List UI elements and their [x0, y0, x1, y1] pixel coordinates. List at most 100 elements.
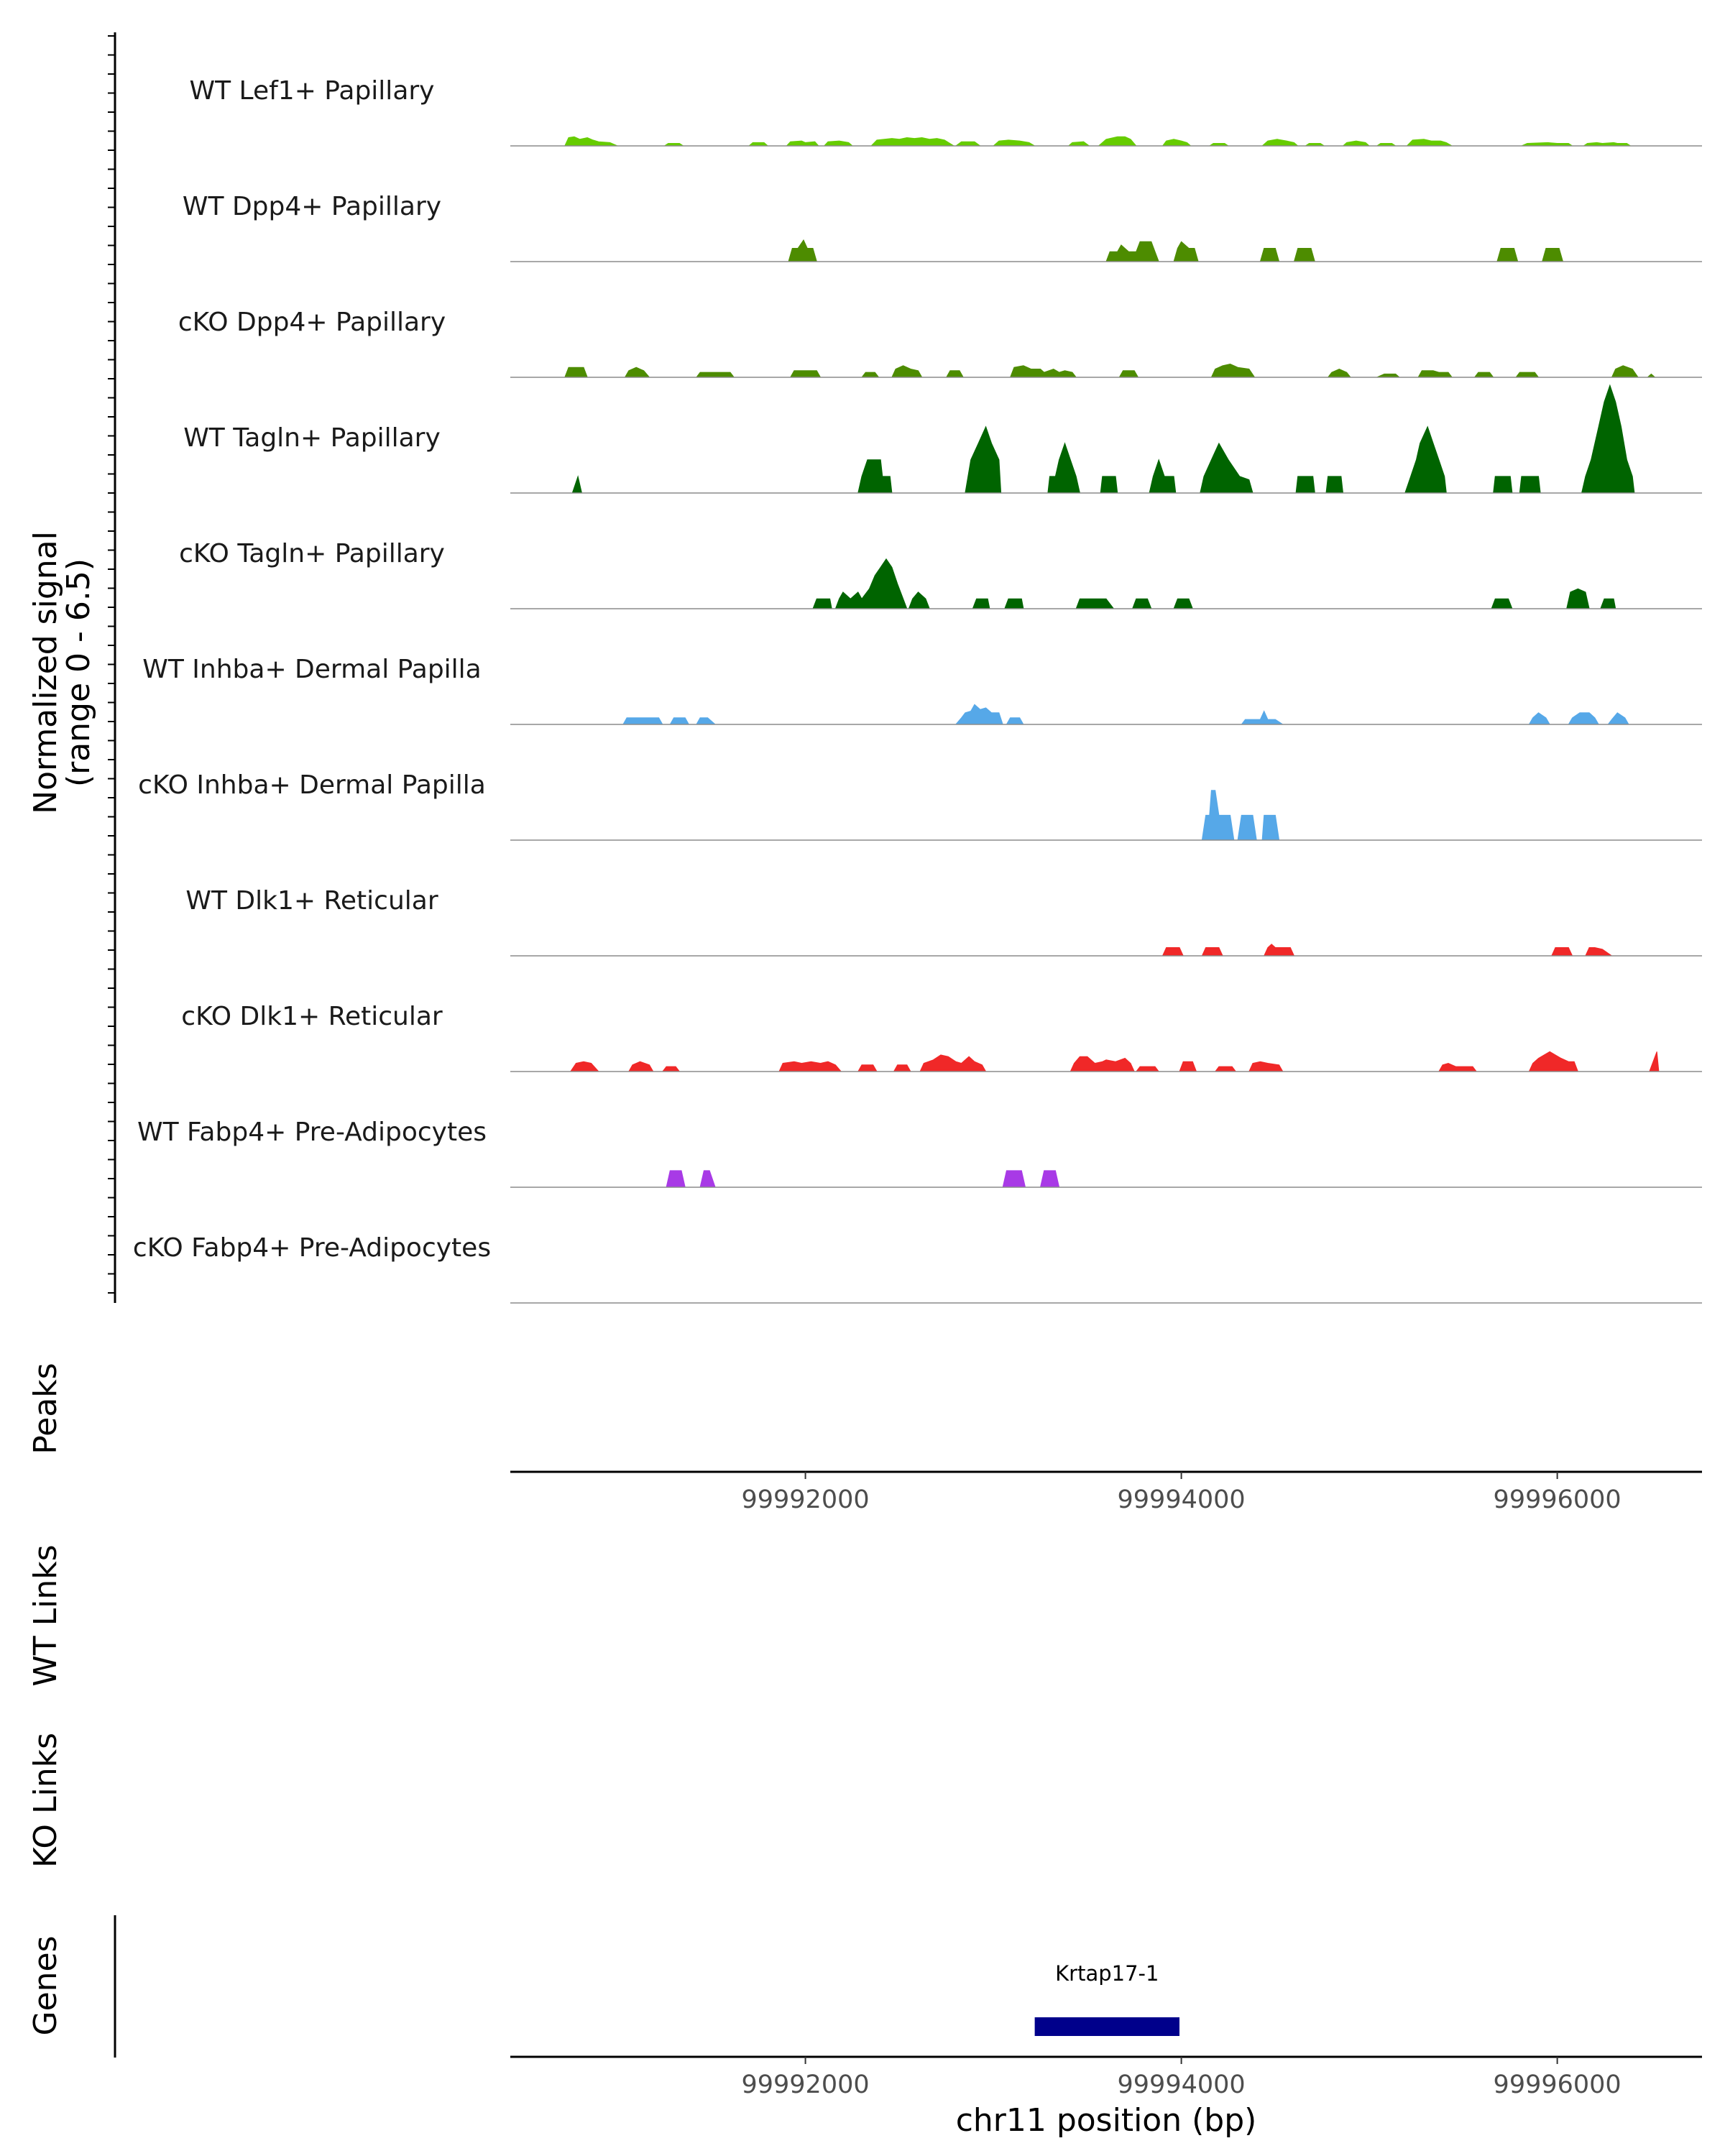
coverage-peak: [1496, 248, 1519, 262]
coverage-peak: [778, 1061, 842, 1072]
coverage-peak: [1118, 370, 1139, 378]
coverage-peak: [569, 1061, 600, 1072]
coverage-peak: [1004, 598, 1024, 609]
coverage-peak: [1173, 241, 1199, 262]
peaks-panel-label: Peaks: [27, 1363, 64, 1454]
coverage-peak: [1473, 372, 1494, 378]
track-label: WT Inhba+ Dermal Papilla: [142, 655, 481, 684]
coverage-peak: [1295, 476, 1315, 494]
coverage-peak: [972, 598, 990, 609]
coverage-peak: [1404, 425, 1447, 494]
x-tick-label: 99992000: [741, 2070, 869, 2099]
coverage-peak: [1214, 1066, 1237, 1072]
coverage-peak: [823, 140, 854, 147]
coverage-peak: [860, 372, 880, 378]
y-axis-range: (range 0 - 6.5): [60, 558, 97, 787]
coverage-peak: [954, 141, 982, 147]
coverage-peak: [919, 1054, 987, 1072]
coverage-peak: [1493, 476, 1513, 494]
coverage-peak: [1261, 139, 1300, 147]
coverage-peak: [564, 136, 618, 147]
coverage-peak: [1582, 142, 1632, 147]
gene-label: Krtap17-1: [1055, 1961, 1159, 1986]
coverage-peak: [1519, 476, 1541, 494]
coverage-peak: [1581, 384, 1635, 494]
coverage-peak: [1006, 717, 1024, 725]
coverage-peak: [1210, 363, 1256, 378]
coverage-peak: [1098, 136, 1137, 147]
coverage-peak: [1067, 141, 1091, 147]
x-tick-label: 99994000: [1118, 1485, 1246, 1514]
coverage-peak: [1491, 598, 1513, 609]
signal-y-axis: [108, 32, 116, 1303]
wt-links-panel-label: WT Links: [27, 1544, 64, 1686]
track-label: WT Dpp4+ Papillary: [183, 192, 441, 221]
coverage-peak: [1515, 372, 1540, 378]
coverage-peak: [1342, 140, 1371, 147]
coverage-peak: [1585, 947, 1614, 957]
coverage-tracks: WT Lef1+ Papillary WT Dpp4+ Papillary cKO …: [133, 76, 1702, 1304]
x-tick-label: 99992000: [741, 1485, 869, 1514]
track-7: WT Dlk1+ Reticular: [185, 886, 1702, 957]
coverage-peak: [669, 717, 690, 725]
coverage-peak: [1237, 814, 1257, 841]
coverage-peak: [624, 367, 650, 378]
coverage-peak: [1173, 598, 1194, 609]
coverage-peak: [1162, 139, 1192, 147]
coverage-peak: [1417, 370, 1453, 378]
coverage-peak: [788, 239, 817, 262]
coverage-peak: [834, 558, 908, 609]
track-0: WT Lef1+ Papillary: [190, 76, 1702, 147]
track-2: cKO Dpp4+ Papillary: [178, 308, 1702, 378]
track-8: cKO Dlk1+ Reticular: [181, 1002, 1702, 1072]
coverage-peak: [1600, 598, 1616, 609]
coverage-peak: [699, 1170, 716, 1188]
coverage-peak: [1179, 1061, 1197, 1072]
coverage-peak: [1528, 712, 1551, 725]
track-label: WT Dlk1+ Reticular: [185, 886, 438, 916]
coverage-peak: [1070, 1056, 1135, 1072]
coverage-peak: [786, 140, 820, 147]
track-6: cKO Inhba+ Dermal Papilla: [138, 770, 1702, 841]
coverage-peak: [945, 370, 965, 378]
track-1: WT Dpp4+ Papillary: [183, 192, 1702, 262]
coverage-peak: [1611, 365, 1639, 378]
coverage-peak: [893, 1064, 911, 1072]
track-10: cKO Fabp4+ Pre-Adipocytes: [133, 1233, 1702, 1304]
track-label: cKO Dlk1+ Reticular: [181, 1002, 443, 1031]
coverage-peak: [1607, 712, 1629, 725]
coverage-peak: [1325, 476, 1344, 494]
coverage-peak: [1135, 1066, 1160, 1072]
coverage-peak: [571, 475, 583, 494]
coverage-peak: [1327, 368, 1352, 378]
coverage-peak: [1259, 248, 1280, 262]
peaks-x-axis-ticks: 99992000 99994000 99996000: [741, 1472, 1622, 1514]
gene-track: Krtap17-1: [1034, 1961, 1179, 2036]
coverage-peak: [695, 372, 735, 378]
x-tick-label: 99996000: [1494, 2070, 1622, 2099]
coverage-peak: [666, 1170, 686, 1188]
coverage-peak: [1047, 442, 1081, 494]
coverage-peak: [696, 717, 717, 725]
coverage-peak: [857, 459, 893, 494]
coverage-peak: [812, 598, 832, 609]
coverage-peak: [1149, 459, 1177, 494]
coverage-peak: [954, 704, 1003, 725]
coverage-peak: [627, 1061, 654, 1072]
coverage-peak: [1542, 248, 1564, 262]
coverage-peak: [1293, 248, 1315, 262]
coverage-peak: [1100, 476, 1118, 494]
coverage-peak: [870, 137, 955, 147]
coverage-peak: [1009, 365, 1077, 378]
coverage-peak: [1241, 710, 1284, 725]
track-3: WT Tagln+ Papillary: [183, 384, 1702, 494]
coverage-peak: [965, 425, 1002, 494]
coverage-peak: [1263, 944, 1295, 957]
y-axis-title: Normalized signal: [27, 531, 64, 814]
coverage-peak: [992, 139, 1036, 147]
coverage-peak: [1075, 598, 1115, 609]
x-axis-title: chr11 position (bp): [956, 2102, 1257, 2139]
coverage-peak: [1261, 814, 1280, 841]
coverage-peak: [1649, 1051, 1660, 1072]
